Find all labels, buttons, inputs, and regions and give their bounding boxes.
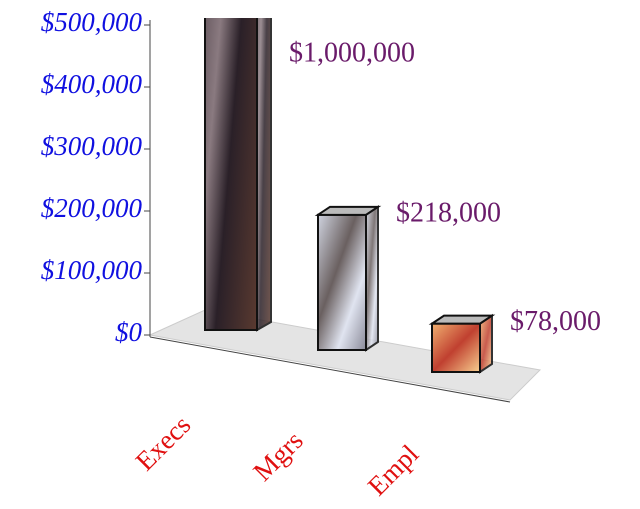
x-tick-label: Execs: [130, 410, 197, 477]
floor: [148, 309, 542, 401]
x-tick-label: Empl: [362, 439, 425, 502]
bar: [204, 18, 272, 332]
bar: [314, 204, 382, 352]
bar-front: [204, 18, 258, 331]
x-tick-label: Mgrs: [247, 425, 309, 487]
bar-top: [314, 205, 382, 216]
bar-side: [479, 313, 493, 374]
value-label: $78,000: [510, 306, 601, 337]
y-tick-label: $400,000: [41, 69, 143, 99]
y-tick-label: $0: [115, 317, 143, 347]
bar-top: [428, 314, 496, 325]
value-label: $1,000,000: [289, 37, 415, 68]
value-label: $218,000: [396, 197, 501, 228]
y-tick-label: $100,000: [41, 255, 143, 285]
y-tick-label: $300,000: [41, 131, 143, 161]
y-tick-label: $500,000: [41, 7, 143, 37]
bar-side: [256, 18, 272, 332]
bar-side: [365, 204, 379, 352]
bar-front: [431, 322, 481, 374]
y-tick-label: $200,000: [41, 193, 143, 223]
bar: [428, 313, 496, 374]
x-axis: [149, 336, 511, 403]
bar-front: [317, 213, 367, 351]
